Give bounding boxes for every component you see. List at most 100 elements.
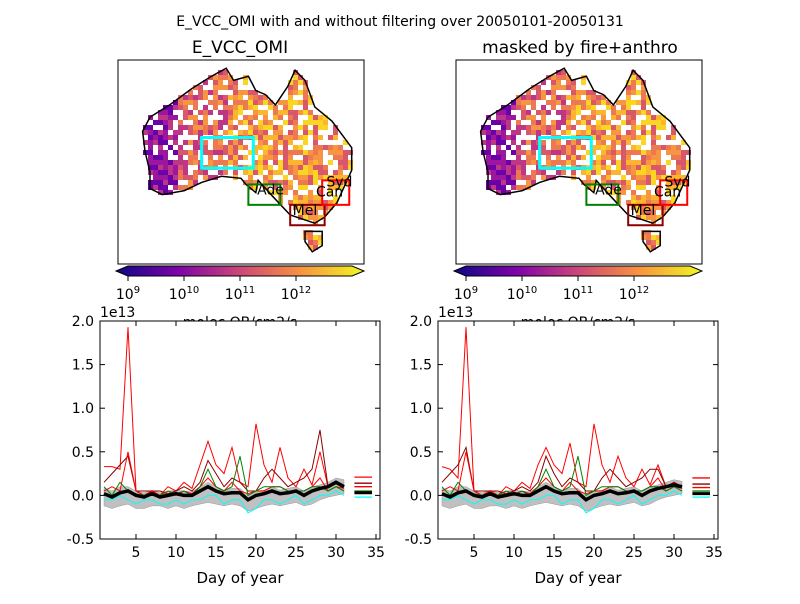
map-pixel	[591, 150, 596, 155]
map-pixel	[586, 130, 591, 135]
map-pixel	[646, 155, 651, 160]
map-pixel	[546, 160, 551, 165]
region-box	[321, 179, 351, 206]
map-pixel	[243, 100, 248, 105]
map-pixel	[491, 180, 496, 185]
map-pixel	[546, 90, 551, 95]
map-pixel	[641, 140, 646, 145]
region-box	[538, 136, 593, 170]
map-pixel	[233, 100, 238, 105]
map-pixel	[173, 160, 178, 165]
map-pixel	[263, 135, 268, 140]
map-pixel	[313, 160, 318, 165]
map-pixel	[636, 210, 641, 215]
map-pixel	[486, 135, 491, 140]
map-pixel	[233, 115, 238, 120]
map-pixel	[223, 70, 228, 75]
map-pixel	[516, 100, 521, 105]
map-pixel	[596, 140, 601, 145]
map-pixel	[636, 75, 641, 80]
y-tick-label: 0.0	[72, 488, 94, 504]
map-pixel	[333, 135, 338, 140]
map-pixel	[203, 150, 208, 155]
coastline-tasmania	[642, 230, 661, 253]
map-pixel	[308, 200, 313, 205]
map-pixel	[551, 75, 556, 80]
map-pixel	[288, 80, 293, 85]
map-pixel	[556, 85, 561, 90]
map-pixel	[611, 160, 616, 165]
map-pixel	[218, 120, 223, 125]
map-pixel	[541, 140, 546, 145]
map-pixel	[581, 80, 586, 85]
map-pixel	[671, 200, 676, 205]
map-pixel	[148, 140, 153, 145]
map-pixel	[213, 145, 218, 150]
map-pixel	[243, 170, 248, 175]
map-pixel	[218, 155, 223, 160]
map-pixel	[228, 80, 233, 85]
map-pixel	[651, 165, 656, 170]
map-pixel	[228, 95, 233, 100]
x-tick-label: 35	[367, 545, 385, 561]
map-pixel	[641, 85, 646, 90]
map-pixel	[526, 155, 531, 160]
map-pixel	[213, 80, 218, 85]
map-pixel	[238, 110, 243, 115]
map-pixel	[656, 190, 661, 195]
map-pixel	[178, 160, 183, 165]
map-pixel	[656, 170, 661, 175]
map-pixel	[596, 165, 601, 170]
map-pixel	[631, 100, 636, 105]
map-pixel	[343, 165, 348, 170]
map-pixel	[616, 165, 621, 170]
map-pixel	[163, 190, 168, 195]
map-pixel	[556, 125, 561, 130]
map-pixel	[676, 165, 681, 170]
map-pixel	[561, 95, 566, 100]
y-tick-label: -0.5	[67, 532, 94, 548]
map-pixel	[491, 135, 496, 140]
x-tick-label: 10	[167, 545, 185, 561]
map-pixel	[521, 125, 526, 130]
map-pixel	[536, 95, 541, 100]
map-pixel	[566, 75, 571, 80]
map-pixel	[646, 240, 651, 245]
map-pixel	[163, 175, 168, 180]
map-pixel	[308, 175, 313, 180]
map-pixel	[288, 120, 293, 125]
map-pixel	[153, 185, 158, 190]
map-pixel	[293, 110, 298, 115]
map-pixel	[591, 130, 596, 135]
map-pixel	[198, 90, 203, 95]
map-pixel	[173, 130, 178, 135]
map-pixel	[263, 120, 268, 125]
map-pixel	[576, 120, 581, 125]
map-pixel	[203, 105, 208, 110]
map-pixel	[611, 130, 616, 135]
map-pixel	[616, 135, 621, 140]
map-pixel	[631, 205, 636, 210]
map-pixel	[253, 115, 258, 120]
map-pixel	[273, 140, 278, 145]
map-pixel	[178, 150, 183, 155]
map-pixel	[283, 155, 288, 160]
map-pixel	[651, 170, 656, 175]
map-pixel	[511, 100, 516, 105]
map-pixel	[586, 100, 591, 105]
map-pixel	[581, 120, 586, 125]
map-pixel	[298, 150, 303, 155]
map-pixel	[546, 175, 551, 180]
map-pixel	[686, 160, 691, 165]
map-pixel	[571, 80, 576, 85]
map-pixel	[516, 120, 521, 125]
map-pixel	[258, 135, 263, 140]
map-pixel	[288, 200, 293, 205]
map-pixel	[168, 135, 173, 140]
map-pixel	[173, 165, 178, 170]
map-pixel	[288, 170, 293, 175]
map-pixel	[278, 115, 283, 120]
map-pixel	[323, 115, 328, 120]
map-pixel	[183, 140, 188, 145]
map-pixel	[248, 150, 253, 155]
